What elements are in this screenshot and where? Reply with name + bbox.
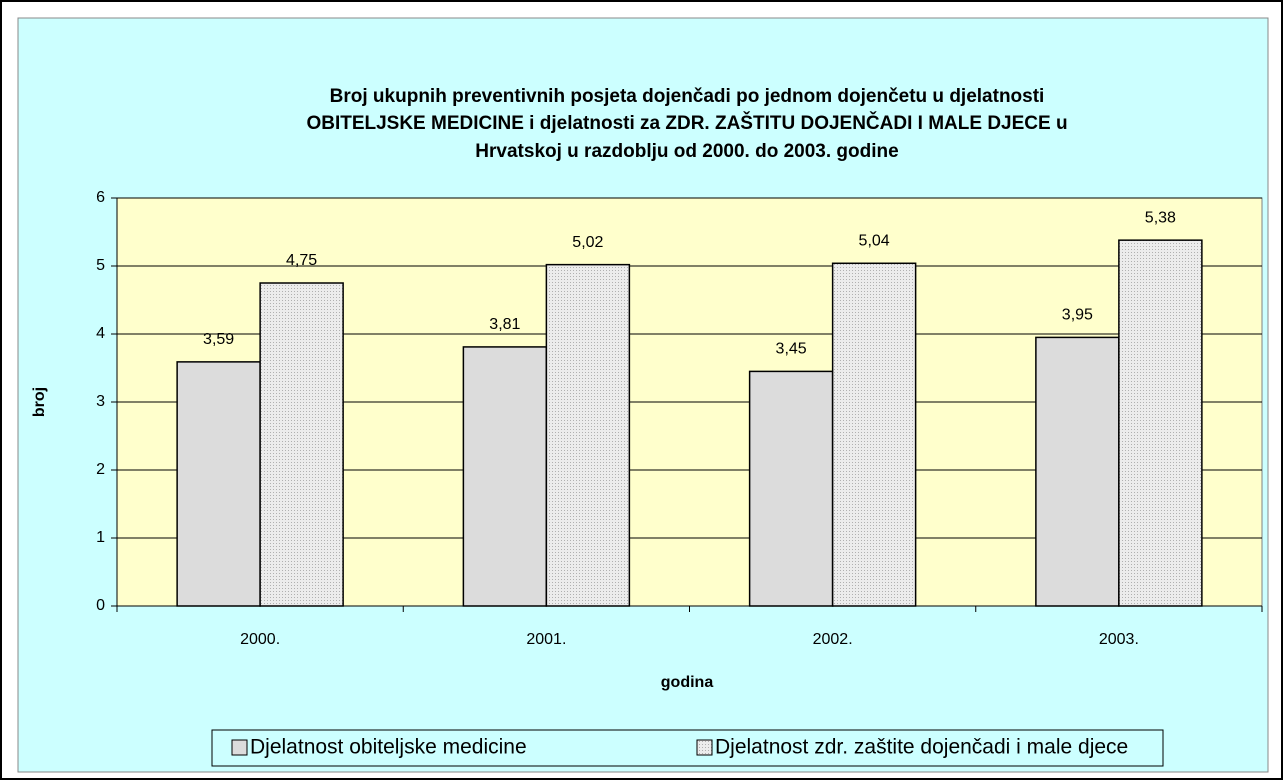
bar [748, 370, 834, 607]
legend-label: Djelatnost zdr. zaštite dojenčadi i male… [715, 736, 1128, 759]
y-tick-label: 4 [96, 325, 105, 342]
data-label: 3,81 [489, 316, 520, 333]
bar [1118, 239, 1203, 607]
data-label: 4,75 [286, 252, 317, 269]
data-label: 3,59 [203, 331, 234, 348]
chart-title: OBITELJSKE MEDICINE i djelatnosti za ZDR… [306, 112, 1067, 134]
chart-title: Broj ukupnih preventivnih posjeta dojenč… [330, 86, 1045, 107]
x-tick-label: 2003. [1099, 631, 1139, 648]
bar [462, 346, 548, 607]
legend-marker [231, 739, 248, 756]
bar [1035, 336, 1120, 607]
x-axis-label: godina [661, 674, 714, 691]
bar [259, 282, 344, 607]
x-tick-label: 2001. [526, 631, 566, 648]
data-label: 3,95 [1062, 307, 1093, 324]
data-label: 5,02 [572, 234, 603, 251]
y-tick-label: 1 [96, 529, 105, 546]
chart-title: Hrvatskoj u razdoblju od 2000. do 2003. … [475, 141, 898, 162]
legend-label: Djelatnost obiteljske medicine [250, 736, 527, 759]
y-tick-label: 2 [96, 461, 105, 478]
data-label: 5,04 [859, 232, 890, 249]
x-tick-label: 2002. [813, 631, 853, 648]
y-tick-label: 0 [96, 597, 105, 614]
legend-marker [696, 739, 713, 756]
data-label: 5,38 [1145, 209, 1176, 226]
y-tick-label: 6 [96, 189, 105, 206]
y-tick-label: 5 [96, 257, 105, 274]
y-tick-label: 3 [96, 393, 105, 410]
bar [176, 361, 261, 607]
bar [545, 263, 631, 607]
legend [211, 729, 1164, 767]
y-axis-label: broj [31, 387, 48, 417]
data-label: 3,45 [776, 341, 807, 358]
x-tick-label: 2000. [240, 631, 280, 648]
bar [831, 262, 917, 607]
